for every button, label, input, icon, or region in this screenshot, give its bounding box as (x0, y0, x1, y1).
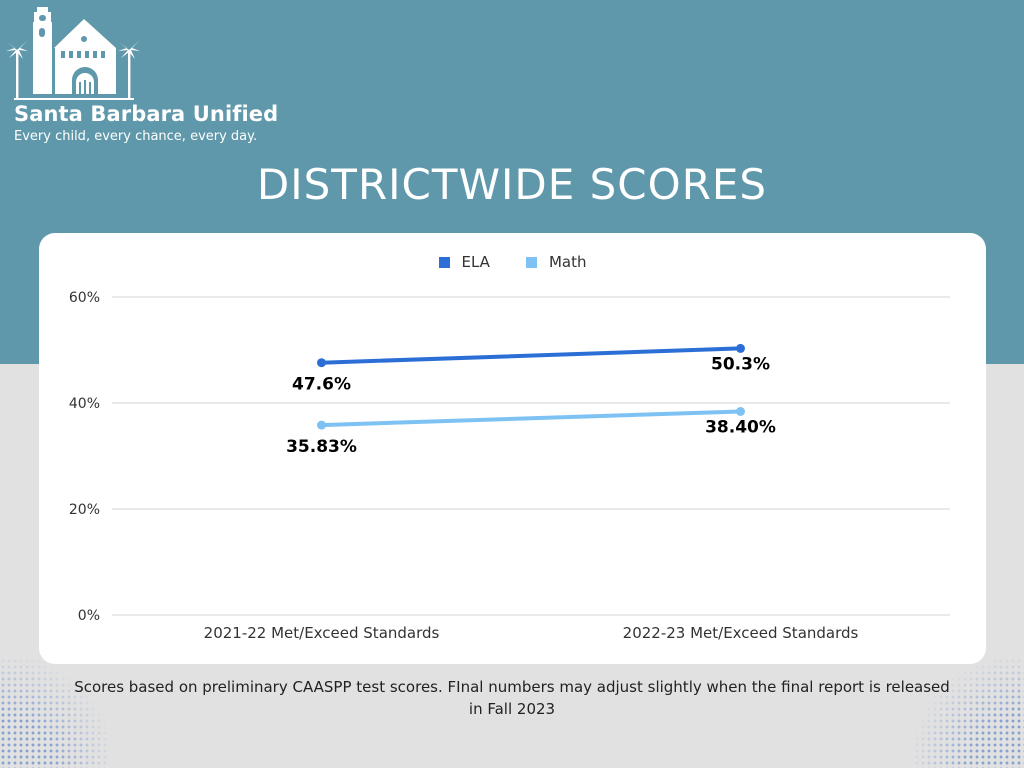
legend-item-math: Math (525, 253, 587, 271)
data-label: 35.83% (286, 437, 357, 457)
x-tick-label: 2022-23 Met/Exceed Standards (623, 624, 859, 642)
footnote: Scores based on preliminary CAASPP test … (74, 678, 950, 718)
decorative-dots-right (914, 658, 1024, 768)
mission-building-icon (6, 7, 140, 100)
series-line-math (319, 409, 743, 428)
chart-legend: ELA Math (39, 253, 986, 271)
y-tick-label: 60% (69, 290, 100, 306)
page-title: DISTRICTWIDE SCORES (256, 160, 768, 209)
line-chart: 0% 20% 40% 60% 2021-22 Met/Exceed Standards 2… (69, 290, 950, 642)
organization-tagline: Every child, every chance, every day. (14, 129, 258, 144)
legend-item-ela: ELA (438, 253, 490, 271)
data-label: 38.40% (705, 417, 776, 437)
legend-swatch-math (525, 256, 537, 268)
data-label: 47.6% (292, 375, 351, 395)
legend-label-math: Math (548, 253, 587, 271)
legend-label-ela: ELA (461, 253, 490, 271)
chart-card: ELA Math 0% 20% 40% 60% 2021-22 Met/Exceed S… (39, 233, 986, 664)
data-label: 50.3% (711, 354, 770, 374)
y-tick-label: 40% (69, 396, 100, 412)
decorative-dots-left (0, 658, 110, 768)
district-logo: Santa Barbara Unified Every child, every… (6, 6, 286, 148)
y-tick-label: 0% (78, 608, 100, 624)
data-point (317, 420, 326, 430)
data-point (736, 343, 745, 353)
organization-name: Santa Barbara Unified (14, 102, 279, 126)
data-point (317, 358, 326, 368)
legend-swatch-ela (438, 256, 450, 268)
series-line-ela (319, 346, 743, 365)
data-point (736, 406, 745, 416)
x-tick-label: 2021-22 Met/Exceed Standards (204, 624, 440, 642)
y-tick-label: 20% (69, 502, 100, 518)
